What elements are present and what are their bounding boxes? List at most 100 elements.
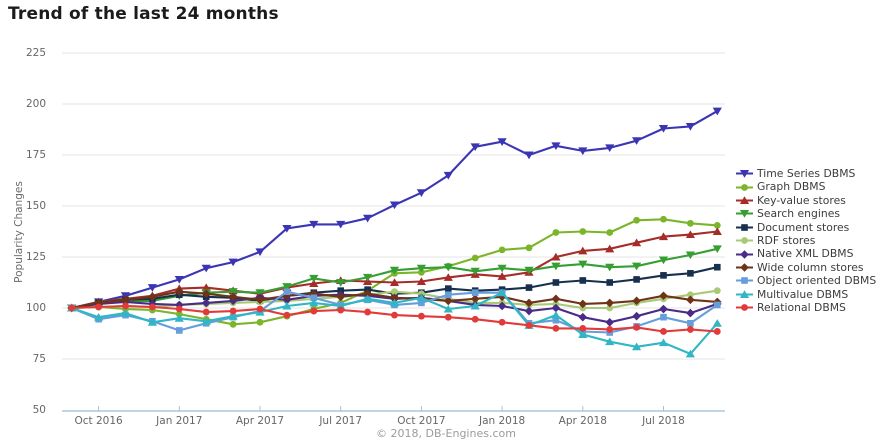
data-point-marker[interactable] [606,326,614,333]
data-point-marker[interactable] [283,311,291,319]
data-point-marker[interactable] [147,318,157,326]
data-point-marker[interactable] [498,318,506,326]
data-point-marker[interactable] [551,294,561,304]
data-point-marker[interactable] [389,278,400,286]
data-point-marker[interactable] [606,229,614,236]
data-point-marker[interactable] [632,311,641,321]
data-point-marker[interactable] [309,220,319,229]
data-point-marker[interactable] [337,306,345,314]
data-point-marker[interactable] [445,291,452,299]
data-point-marker[interactable] [713,221,721,229]
data-point-marker[interactable] [497,138,507,146]
data-point-marker[interactable] [686,295,695,305]
data-point-marker[interactable] [174,314,184,322]
data-point-marker[interactable] [201,317,211,325]
data-point-marker[interactable] [283,288,291,295]
data-point-marker[interactable] [579,277,587,284]
data-point-marker[interactable] [658,256,669,265]
data-point-marker[interactable] [418,299,425,307]
data-point-marker[interactable] [497,272,507,280]
data-point-marker[interactable] [497,301,507,311]
data-point-marker[interactable] [282,291,292,301]
data-point-marker[interactable] [658,124,669,133]
legend-item[interactable]: Relational DBMS [736,301,876,314]
data-point-marker[interactable] [176,327,183,334]
data-point-marker[interactable] [712,227,722,235]
data-point-marker[interactable] [687,270,694,277]
data-point-marker[interactable] [551,142,561,151]
data-point-marker[interactable] [524,306,534,316]
data-point-marker[interactable] [229,320,237,328]
data-point-marker[interactable] [363,273,373,282]
data-point-marker[interactable] [579,325,587,332]
data-point-marker[interactable] [687,326,694,333]
data-point-marker[interactable] [201,264,211,273]
data-point-marker[interactable] [228,311,238,320]
data-point-marker[interactable] [714,263,721,271]
data-point-marker[interactable] [470,294,480,304]
data-point-marker[interactable] [94,312,104,321]
data-point-marker[interactable] [228,258,238,267]
data-point-marker[interactable] [336,301,346,310]
data-point-marker[interactable] [606,279,613,286]
data-point-marker[interactable] [282,283,292,291]
data-point-marker[interactable] [471,289,479,296]
data-point-marker[interactable] [309,274,319,283]
data-point-marker[interactable] [660,328,667,335]
data-point-marker[interactable] [498,246,506,254]
data-point-marker[interactable] [148,292,157,302]
data-point-marker[interactable] [605,298,614,308]
data-point-marker[interactable] [578,260,588,269]
data-point-marker[interactable] [363,214,373,223]
legend-item[interactable]: Time Series DBMS [736,167,876,180]
data-point-marker[interactable] [712,319,722,327]
data-point-marker[interactable] [714,301,721,309]
data-point-marker[interactable] [309,298,319,307]
data-point-marker[interactable] [443,171,453,180]
data-point-marker[interactable] [256,318,264,326]
data-point-marker[interactable] [578,299,588,309]
legend-item[interactable]: Graph DBMS [736,180,876,193]
data-point-marker[interactable] [712,107,722,116]
data-point-marker[interactable] [551,252,561,261]
data-point-marker[interactable] [660,272,667,279]
data-point-marker[interactable] [255,295,265,305]
data-point-marker[interactable] [659,291,668,301]
data-point-marker[interactable] [687,219,694,227]
data-point-marker[interactable] [524,151,534,160]
data-point-marker[interactable] [309,279,319,288]
data-point-marker[interactable] [389,266,400,275]
data-point-marker[interactable] [470,143,480,152]
data-point-marker[interactable] [174,275,184,284]
data-point-marker[interactable] [578,147,588,156]
data-point-marker[interactable] [578,330,588,339]
data-point-marker[interactable] [633,323,640,331]
data-point-marker[interactable] [713,287,721,295]
data-point-marker[interactable] [364,308,371,316]
data-point-marker[interactable] [120,308,131,317]
data-point-marker[interactable] [551,310,561,319]
data-point-marker[interactable] [443,304,453,313]
data-point-marker[interactable] [310,294,318,302]
data-point-marker[interactable] [712,245,722,254]
data-point-marker[interactable] [579,228,587,235]
legend-item[interactable]: Multivalue DBMS [736,288,876,301]
data-point-marker[interactable] [255,248,265,257]
data-point-marker[interactable] [282,224,292,233]
data-point-marker[interactable] [551,303,561,313]
data-point-marker[interactable] [633,276,640,283]
data-point-marker[interactable] [713,328,721,335]
data-point-marker[interactable] [336,220,346,229]
data-point-marker[interactable] [632,262,642,271]
data-point-marker[interactable] [552,325,560,332]
data-point-marker[interactable] [687,291,694,299]
data-point-marker[interactable] [416,189,426,197]
data-point-marker[interactable] [443,273,453,281]
data-point-marker[interactable] [389,201,400,210]
legend-item[interactable]: RDF stores [736,234,876,247]
data-point-marker[interactable] [632,342,642,351]
data-point-marker[interactable] [497,264,507,273]
data-point-marker[interactable] [444,313,452,321]
data-point-marker[interactable] [443,263,453,272]
data-point-marker[interactable] [363,289,372,299]
